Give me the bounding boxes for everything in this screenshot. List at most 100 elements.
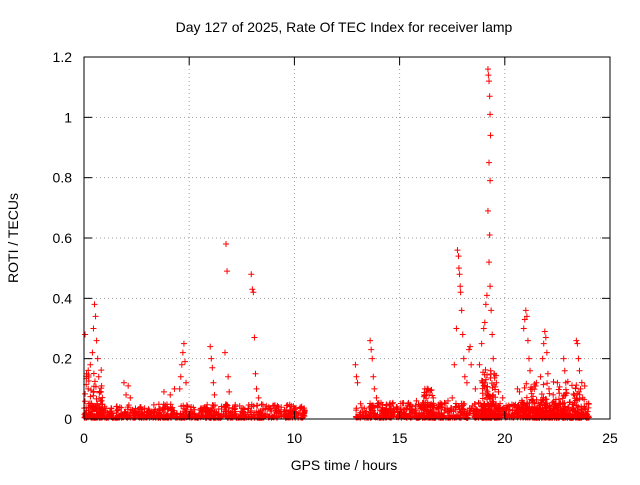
data-point	[82, 390, 89, 397]
data-point	[164, 412, 171, 419]
data-point	[438, 400, 445, 407]
data-point	[529, 385, 536, 392]
data-point	[482, 376, 489, 383]
data-point	[203, 409, 210, 416]
data-point	[249, 286, 256, 293]
data-point	[91, 378, 98, 385]
data-point	[540, 381, 547, 388]
data-point	[167, 414, 174, 421]
x-tick-label: 25	[602, 430, 618, 446]
data-point	[86, 411, 93, 418]
data-point	[488, 307, 495, 314]
data-point	[395, 414, 402, 421]
data-point	[301, 409, 308, 416]
data-point	[132, 405, 139, 412]
y-tick-label: 0.8	[53, 170, 73, 186]
data-point	[562, 379, 569, 386]
data-point	[211, 391, 218, 398]
data-point	[226, 404, 233, 411]
chart-title: Day 127 of 2025, Rate Of TEC Index for r…	[176, 19, 513, 35]
data-point	[543, 349, 550, 356]
data-point	[458, 408, 465, 415]
data-point	[504, 404, 511, 411]
data-point	[449, 394, 456, 401]
data-point	[583, 400, 590, 407]
data-point	[147, 410, 154, 417]
data-point	[522, 307, 529, 314]
data-point	[476, 361, 483, 368]
data-point	[183, 379, 190, 386]
data-point	[182, 408, 189, 415]
data-point	[222, 401, 229, 408]
data-point	[371, 410, 378, 417]
data-point	[413, 397, 420, 404]
data-point	[424, 408, 431, 415]
data-point	[521, 384, 528, 391]
data-point	[482, 366, 489, 373]
data-point	[422, 403, 429, 410]
data-point	[446, 412, 453, 419]
data-point	[555, 386, 562, 393]
data-point	[240, 408, 247, 415]
data-point	[90, 325, 97, 332]
data-point	[478, 377, 485, 384]
data-point	[479, 395, 486, 402]
data-point	[485, 391, 492, 398]
data-point	[266, 405, 273, 412]
data-point	[452, 400, 459, 407]
data-point	[109, 410, 116, 417]
data-point	[293, 404, 300, 411]
data-point	[429, 414, 436, 421]
data-point	[489, 402, 496, 409]
data-point	[463, 379, 470, 386]
x-tick-label: 15	[392, 430, 408, 446]
data-point	[151, 407, 158, 414]
data-point	[521, 316, 528, 323]
data-point	[98, 367, 105, 374]
data-point	[455, 265, 462, 272]
y-tick-label: 0	[64, 411, 72, 427]
data-point	[484, 207, 491, 214]
data-point	[552, 401, 559, 408]
data-point	[227, 409, 234, 416]
data-point	[484, 414, 491, 421]
data-point	[564, 404, 571, 411]
data-point	[509, 414, 516, 421]
data-point	[299, 414, 306, 421]
data-point	[124, 411, 131, 418]
data-point	[210, 379, 217, 386]
data-point	[405, 400, 412, 407]
data-points	[81, 66, 592, 421]
data-point	[552, 396, 559, 403]
data-point	[421, 414, 428, 421]
data-point	[141, 405, 148, 412]
data-point	[487, 283, 494, 290]
data-point	[489, 384, 496, 391]
data-point	[459, 405, 466, 412]
data-point	[466, 346, 473, 353]
data-point	[530, 409, 537, 416]
data-point	[441, 409, 448, 416]
data-point	[99, 394, 106, 401]
data-point	[91, 301, 98, 308]
data-point	[203, 413, 210, 420]
data-point	[509, 407, 516, 414]
data-point	[471, 401, 478, 408]
data-point	[487, 132, 494, 139]
data-point	[537, 373, 544, 380]
data-point	[248, 271, 255, 278]
data-point	[367, 400, 374, 407]
x-tick-label: 0	[80, 430, 88, 446]
data-point	[274, 402, 281, 409]
data-point	[190, 410, 197, 417]
data-point	[115, 406, 122, 413]
data-point	[232, 405, 239, 412]
data-point	[530, 414, 537, 421]
data-point	[478, 403, 485, 410]
data-point	[373, 394, 380, 401]
data-point	[91, 414, 98, 421]
data-point	[491, 414, 498, 421]
data-point	[97, 398, 104, 405]
data-point	[576, 395, 583, 402]
